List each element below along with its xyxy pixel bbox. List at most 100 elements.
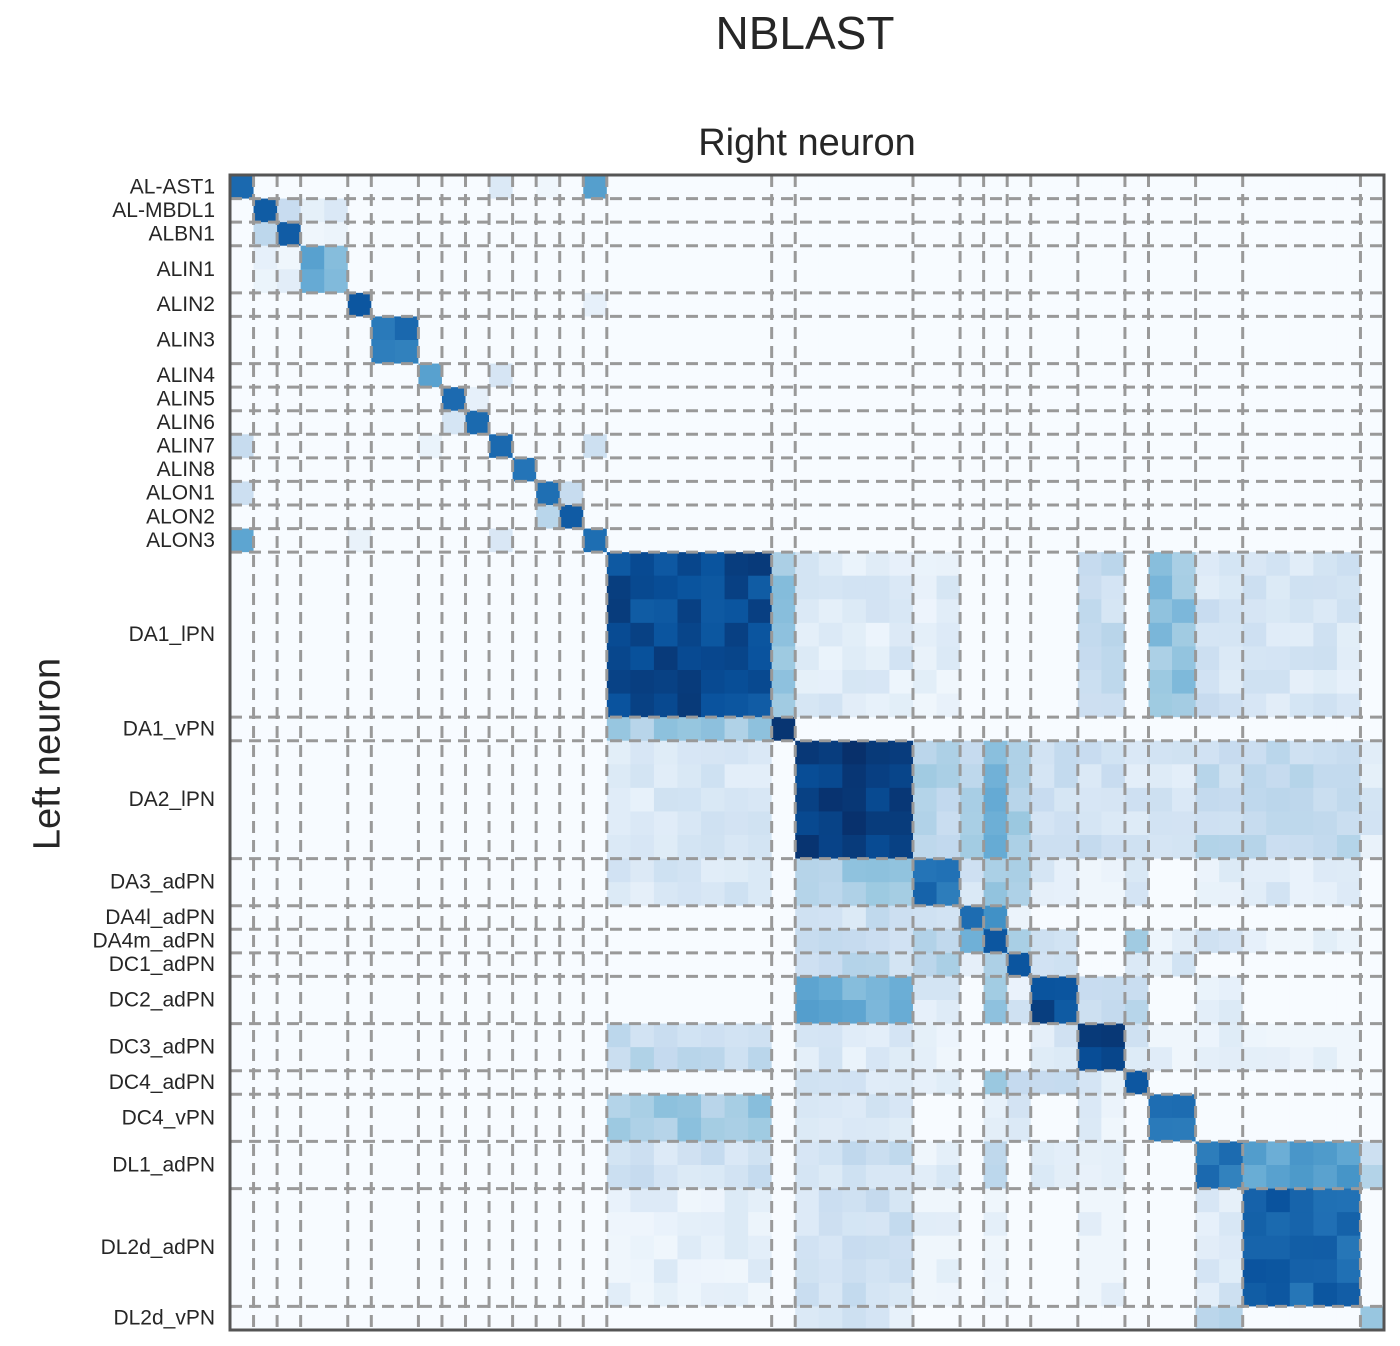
heatmap-cell <box>865 387 891 412</box>
heatmap-cell <box>842 1282 867 1308</box>
heatmap-cell <box>912 505 938 530</box>
heatmap-cell <box>653 835 679 860</box>
heatmap-cell <box>230 505 255 530</box>
heatmap-cell <box>347 599 372 624</box>
heatmap-cell <box>394 976 420 1001</box>
heatmap-cell <box>936 316 961 341</box>
heatmap-cell <box>418 1188 443 1213</box>
heatmap-cell <box>441 481 467 506</box>
heatmap-cell <box>1148 1212 1173 1237</box>
heatmap-cell <box>701 363 726 388</box>
heatmap-cell <box>1360 1000 1385 1025</box>
heatmap-cell <box>1030 787 1055 813</box>
y-tick-label: ALON2 <box>146 505 215 528</box>
heatmap-cell <box>795 1188 820 1213</box>
heatmap-cell <box>677 1165 702 1190</box>
heatmap-cell <box>748 858 773 883</box>
heatmap-cell <box>1101 1306 1126 1331</box>
heatmap-cell <box>936 717 961 742</box>
heatmap-cell <box>606 363 631 388</box>
heatmap-cell <box>1007 410 1032 435</box>
heatmap-cell <box>1242 1023 1267 1048</box>
heatmap-cell <box>677 1188 702 1213</box>
heatmap-cell <box>1077 198 1102 223</box>
heatmap-cell <box>489 976 514 1001</box>
heatmap-cell <box>606 1212 631 1237</box>
heatmap-cell <box>630 1117 655 1143</box>
heatmap-cell <box>983 858 1008 883</box>
heatmap-cell <box>253 1117 278 1143</box>
heatmap-cell <box>277 434 302 459</box>
heatmap-cell <box>865 457 891 483</box>
heatmap-cell <box>677 316 702 341</box>
heatmap-cell <box>418 363 443 388</box>
heatmap-cell <box>606 740 631 765</box>
heatmap-cell <box>1289 882 1314 907</box>
heatmap-cell <box>394 1117 420 1143</box>
heatmap-cell <box>748 222 773 247</box>
heatmap-cell <box>677 599 702 624</box>
heatmap-cell <box>253 434 278 459</box>
heatmap-cell <box>936 858 961 883</box>
heatmap-cell <box>606 575 631 600</box>
heatmap-cell <box>1124 434 1150 459</box>
heatmap-cell <box>1077 1259 1102 1284</box>
heatmap-cell <box>889 1188 914 1213</box>
heatmap-cell <box>536 340 561 365</box>
heatmap-cell <box>936 1023 961 1048</box>
heatmap-cell <box>865 646 891 671</box>
heatmap-cell <box>1195 1282 1220 1308</box>
heatmap-cell <box>1266 245 1291 270</box>
heatmap-cell <box>701 387 726 412</box>
heatmap-cell <box>371 198 396 223</box>
heatmap-cell <box>1313 316 1338 341</box>
heatmap-cell <box>489 599 514 624</box>
heatmap-cell <box>865 1212 891 1237</box>
heatmap-cell <box>795 434 820 459</box>
heatmap-cell <box>418 575 443 600</box>
heatmap-cell <box>347 410 372 435</box>
heatmap-cell <box>1360 198 1385 223</box>
heatmap-cell <box>1172 175 1197 200</box>
heatmap-cell <box>1336 481 1362 506</box>
heatmap-cell <box>512 387 537 412</box>
heatmap-cell <box>1077 1117 1102 1143</box>
heatmap-cell <box>441 646 467 671</box>
heatmap-cell <box>1007 292 1032 318</box>
heatmap-cell <box>418 387 443 412</box>
heatmap-cell <box>795 292 820 318</box>
heatmap-cell <box>983 292 1008 318</box>
heatmap-cell <box>1360 670 1385 695</box>
heatmap-cell <box>300 717 325 742</box>
y-tick-label: DA2_lPN <box>129 788 215 811</box>
heatmap-cell <box>771 316 796 341</box>
heatmap-cell <box>842 740 867 765</box>
heatmap-cell <box>818 222 843 247</box>
heatmap-cell <box>724 269 749 294</box>
heatmap-cell <box>1172 929 1197 954</box>
heatmap-cell <box>960 717 985 742</box>
heatmap-cell <box>1172 858 1197 883</box>
heatmap-cell <box>889 1117 914 1143</box>
heatmap-cell <box>1054 1094 1079 1119</box>
heatmap-cell <box>795 787 820 813</box>
heatmap-cell <box>1336 1070 1362 1095</box>
heatmap-cell <box>1101 622 1126 648</box>
heatmap-cell <box>418 858 443 883</box>
heatmap-cell <box>465 410 490 435</box>
heatmap-cell <box>1266 882 1291 907</box>
heatmap-cell <box>960 976 985 1001</box>
heatmap-cell <box>1077 693 1102 718</box>
heatmap-cell <box>1007 740 1032 765</box>
heatmap-cell <box>701 269 726 294</box>
heatmap-cell <box>1289 1000 1314 1025</box>
heatmap-cell <box>677 222 702 247</box>
heatmap-cell <box>536 787 561 813</box>
heatmap-cell <box>1195 434 1220 459</box>
heatmap-cell <box>630 670 655 695</box>
heatmap-cell <box>1313 175 1338 200</box>
heatmap-cell <box>701 1047 726 1072</box>
heatmap-cell <box>465 1023 490 1048</box>
heatmap-cell <box>347 316 372 341</box>
heatmap-cell <box>277 505 302 530</box>
